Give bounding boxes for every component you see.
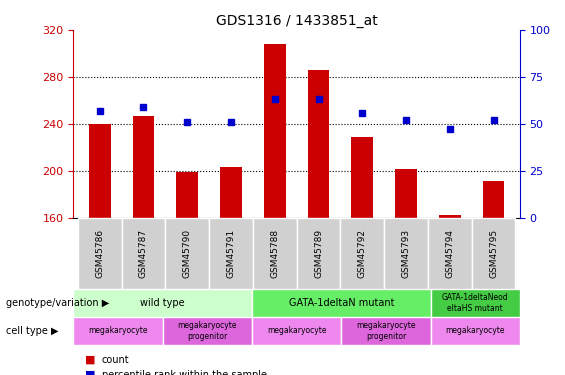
FancyBboxPatch shape [431, 317, 520, 345]
FancyBboxPatch shape [166, 217, 209, 289]
FancyBboxPatch shape [252, 317, 341, 345]
Bar [307, 70, 329, 217]
Text: GSM45789: GSM45789 [314, 228, 323, 278]
Text: GSM45792: GSM45792 [358, 229, 367, 278]
FancyBboxPatch shape [472, 217, 515, 289]
Bar [264, 44, 286, 218]
Text: GATA-1deltaNeod
eltaHS mutant: GATA-1deltaNeod eltaHS mutant [442, 293, 509, 312]
Text: count: count [102, 355, 129, 365]
Text: megakaryocyte: megakaryocyte [88, 326, 148, 336]
Text: GSM45788: GSM45788 [270, 228, 279, 278]
FancyBboxPatch shape [253, 217, 297, 289]
FancyBboxPatch shape [209, 217, 253, 289]
FancyBboxPatch shape [384, 217, 428, 289]
FancyBboxPatch shape [297, 217, 340, 289]
FancyBboxPatch shape [252, 289, 431, 317]
Text: GATA-1deltaN mutant: GATA-1deltaN mutant [289, 298, 394, 308]
Text: wild type: wild type [141, 298, 185, 308]
Text: GSM45790: GSM45790 [182, 228, 192, 278]
Bar [483, 181, 505, 218]
Text: GSM45791: GSM45791 [227, 228, 236, 278]
Text: cell type ▶: cell type ▶ [6, 326, 58, 336]
Text: percentile rank within the sample: percentile rank within the sample [102, 370, 267, 375]
Text: megakaryocyte: megakaryocyte [445, 326, 505, 336]
Text: GSM45786: GSM45786 [95, 228, 104, 278]
Text: megakaryocyte: megakaryocyte [267, 326, 327, 336]
Bar [89, 124, 111, 218]
Text: GSM45794: GSM45794 [445, 229, 454, 278]
Text: ■: ■ [85, 370, 95, 375]
Text: GSM45795: GSM45795 [489, 228, 498, 278]
FancyBboxPatch shape [121, 217, 166, 289]
Text: megakaryocyte
progenitor: megakaryocyte progenitor [177, 321, 237, 340]
FancyBboxPatch shape [341, 317, 431, 345]
FancyBboxPatch shape [163, 317, 252, 345]
FancyBboxPatch shape [431, 289, 520, 317]
Text: ■: ■ [85, 355, 95, 365]
Text: GSM45793: GSM45793 [402, 228, 411, 278]
Bar [439, 215, 460, 217]
FancyBboxPatch shape [78, 217, 121, 289]
Bar [220, 167, 242, 217]
Title: GDS1316 / 1433851_at: GDS1316 / 1433851_at [216, 13, 377, 28]
Text: GSM45787: GSM45787 [139, 228, 148, 278]
Bar [133, 116, 154, 218]
Bar [395, 170, 417, 217]
FancyBboxPatch shape [73, 289, 252, 317]
Bar [351, 136, 373, 218]
Bar [176, 172, 198, 217]
Text: genotype/variation ▶: genotype/variation ▶ [6, 298, 109, 308]
FancyBboxPatch shape [340, 217, 384, 289]
FancyBboxPatch shape [73, 317, 163, 345]
Text: megakaryocyte
progenitor: megakaryocyte progenitor [356, 321, 416, 340]
FancyBboxPatch shape [428, 217, 472, 289]
